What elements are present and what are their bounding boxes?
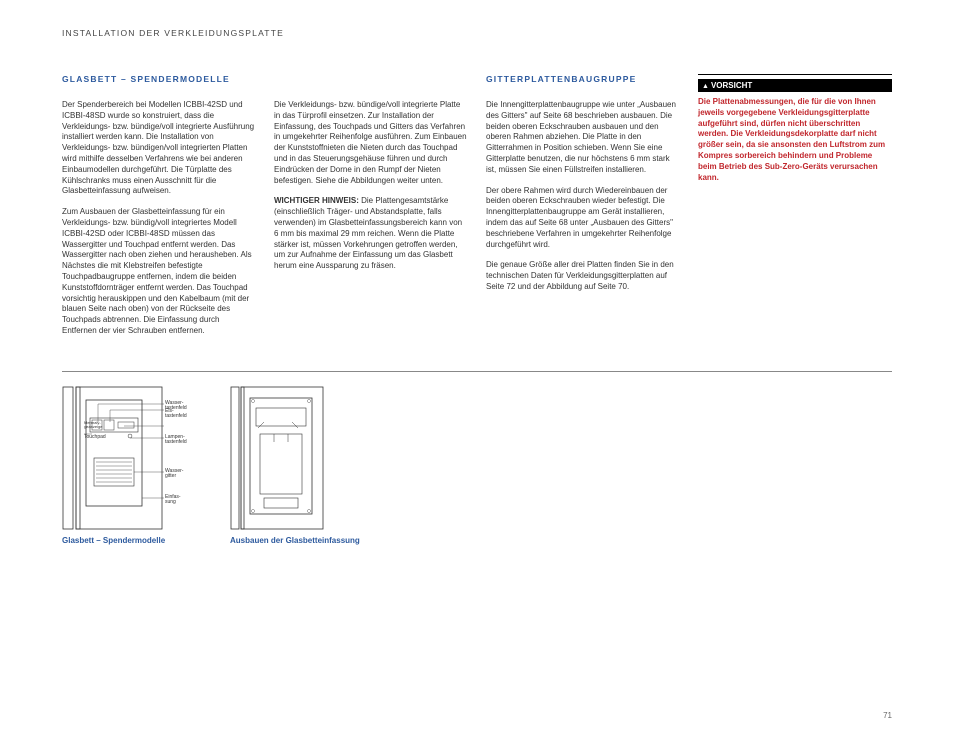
warning-body: Die Plattenabmessungen, die für die von … (698, 93, 892, 183)
section-divider (62, 371, 892, 372)
svg-text:gitter: gitter (165, 473, 176, 479)
svg-text:tastenfeld: tastenfeld (165, 439, 187, 445)
column-2: Die Verkleidungs- bzw. bündige/voll inte… (274, 74, 468, 347)
figure-2-caption: Ausbauen der Glasbetteinfassung (230, 536, 360, 545)
figure-2: Ausbauen der Glasbetteinfassung (230, 386, 360, 545)
svg-text:tastenfeld: tastenfeld (165, 413, 187, 419)
svg-text:Touchpad: Touchpad (84, 434, 106, 440)
heading-gitterplatten: GITTERPLATTENBAUGRUPPE (486, 74, 680, 84)
important-note-body: Die Plattengesamtstärke (einschließlich … (274, 196, 462, 270)
dispenser-diagram-icon: Wasser- tastenfeld Eis- tastenfeld Merma… (62, 386, 190, 530)
column-1: GLASBETT – SPENDERMODELLE Der Spenderber… (62, 74, 256, 347)
page-header: INSTALLATION DER VERKLEIDUNGSPLATTE (62, 28, 892, 38)
figure-1: Wasser- tastenfeld Eis- tastenfeld Merma… (62, 386, 190, 545)
heading-glasbett: GLASBETT – SPENDERMODELLE (62, 74, 256, 84)
svg-text:sung: sung (165, 499, 176, 505)
col2-para-2: WICHTIGER HINWEIS: Die Plattengesamtstär… (274, 196, 468, 272)
figure-1-caption: Glasbett – Spendermodelle (62, 536, 165, 545)
important-note-lead: WICHTIGER HINWEIS: (274, 196, 359, 205)
content-columns: GLASBETT – SPENDERMODELLE Der Spenderber… (62, 74, 892, 347)
col3-para-1: Die Innengitterplattenbaugruppe wie unte… (486, 100, 680, 176)
column-3: GITTERPLATTENBAUGRUPPE Die Innengitterpl… (486, 74, 680, 347)
col1-para-1: Der Spenderbereich bei Modellen ICBBI-42… (62, 100, 256, 197)
col3-para-2: Der obere Rahmen wird durch Wiedereinbau… (486, 186, 680, 251)
col2-para-1: Die Verkleidungs- bzw. bündige/voll inte… (274, 100, 468, 186)
col3-para-3: Die genaue Größe aller drei Platten find… (486, 260, 680, 292)
column-4: VORSICHT Die Plattenabmessungen, die für… (698, 74, 892, 347)
warning-box: VORSICHT Die Plattenabmessungen, die für… (698, 74, 892, 183)
svg-text:geanzeige: geanzeige (84, 424, 103, 429)
removal-diagram-icon (230, 386, 326, 530)
page-number: 71 (883, 711, 892, 720)
figures-row: Wasser- tastenfeld Eis- tastenfeld Merma… (62, 386, 892, 545)
heading-spacer-2 (274, 74, 468, 84)
col1-para-2: Zum Ausbauen der Glasbetteinfassung für … (62, 207, 256, 337)
warning-title: VORSICHT (698, 79, 892, 92)
